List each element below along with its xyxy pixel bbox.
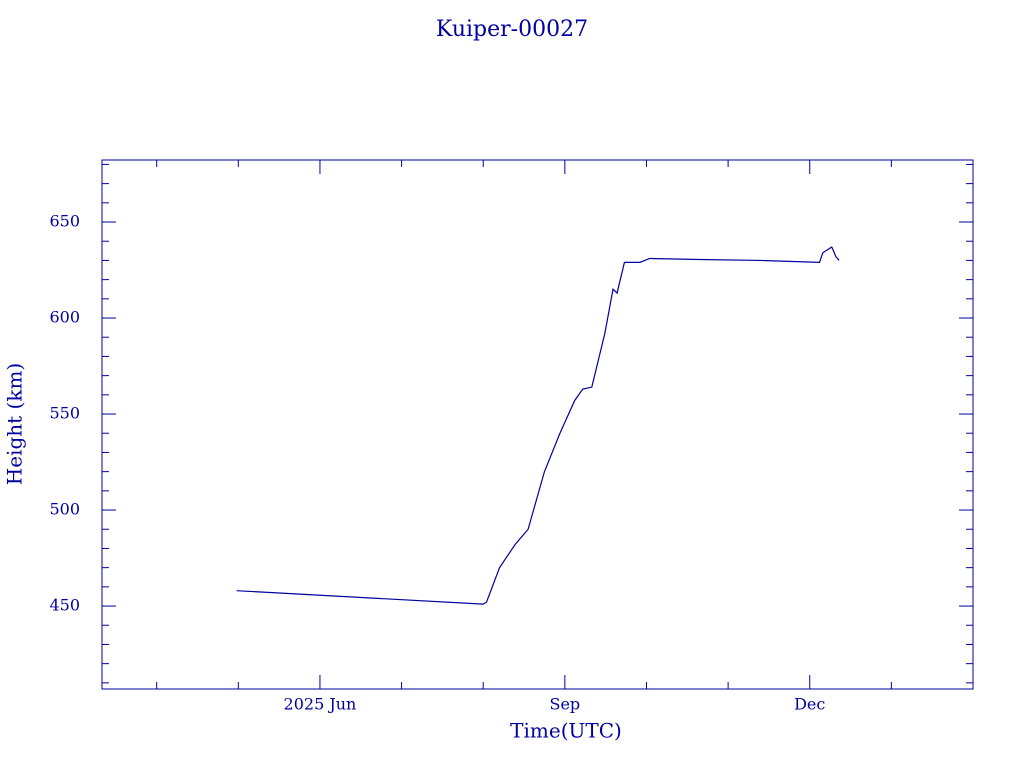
y-axis-label: Height (km) xyxy=(3,363,27,485)
data-line xyxy=(236,246,840,605)
x-tick-label: 2025 Jun xyxy=(284,695,357,714)
y-tick-label: 600 xyxy=(49,308,80,327)
chart-title: Kuiper-00027 xyxy=(436,17,588,42)
x-tick-label: Sep xyxy=(550,695,581,714)
x-tick-label: Dec xyxy=(794,695,825,714)
y-tick-label: 500 xyxy=(49,500,80,519)
x-axis-label: Time(UTC) xyxy=(510,719,622,743)
y-tick-label: 450 xyxy=(49,596,80,615)
y-tick-label: 650 xyxy=(49,212,80,231)
y-tick-label: 550 xyxy=(49,404,80,423)
plot-frame xyxy=(101,159,974,690)
